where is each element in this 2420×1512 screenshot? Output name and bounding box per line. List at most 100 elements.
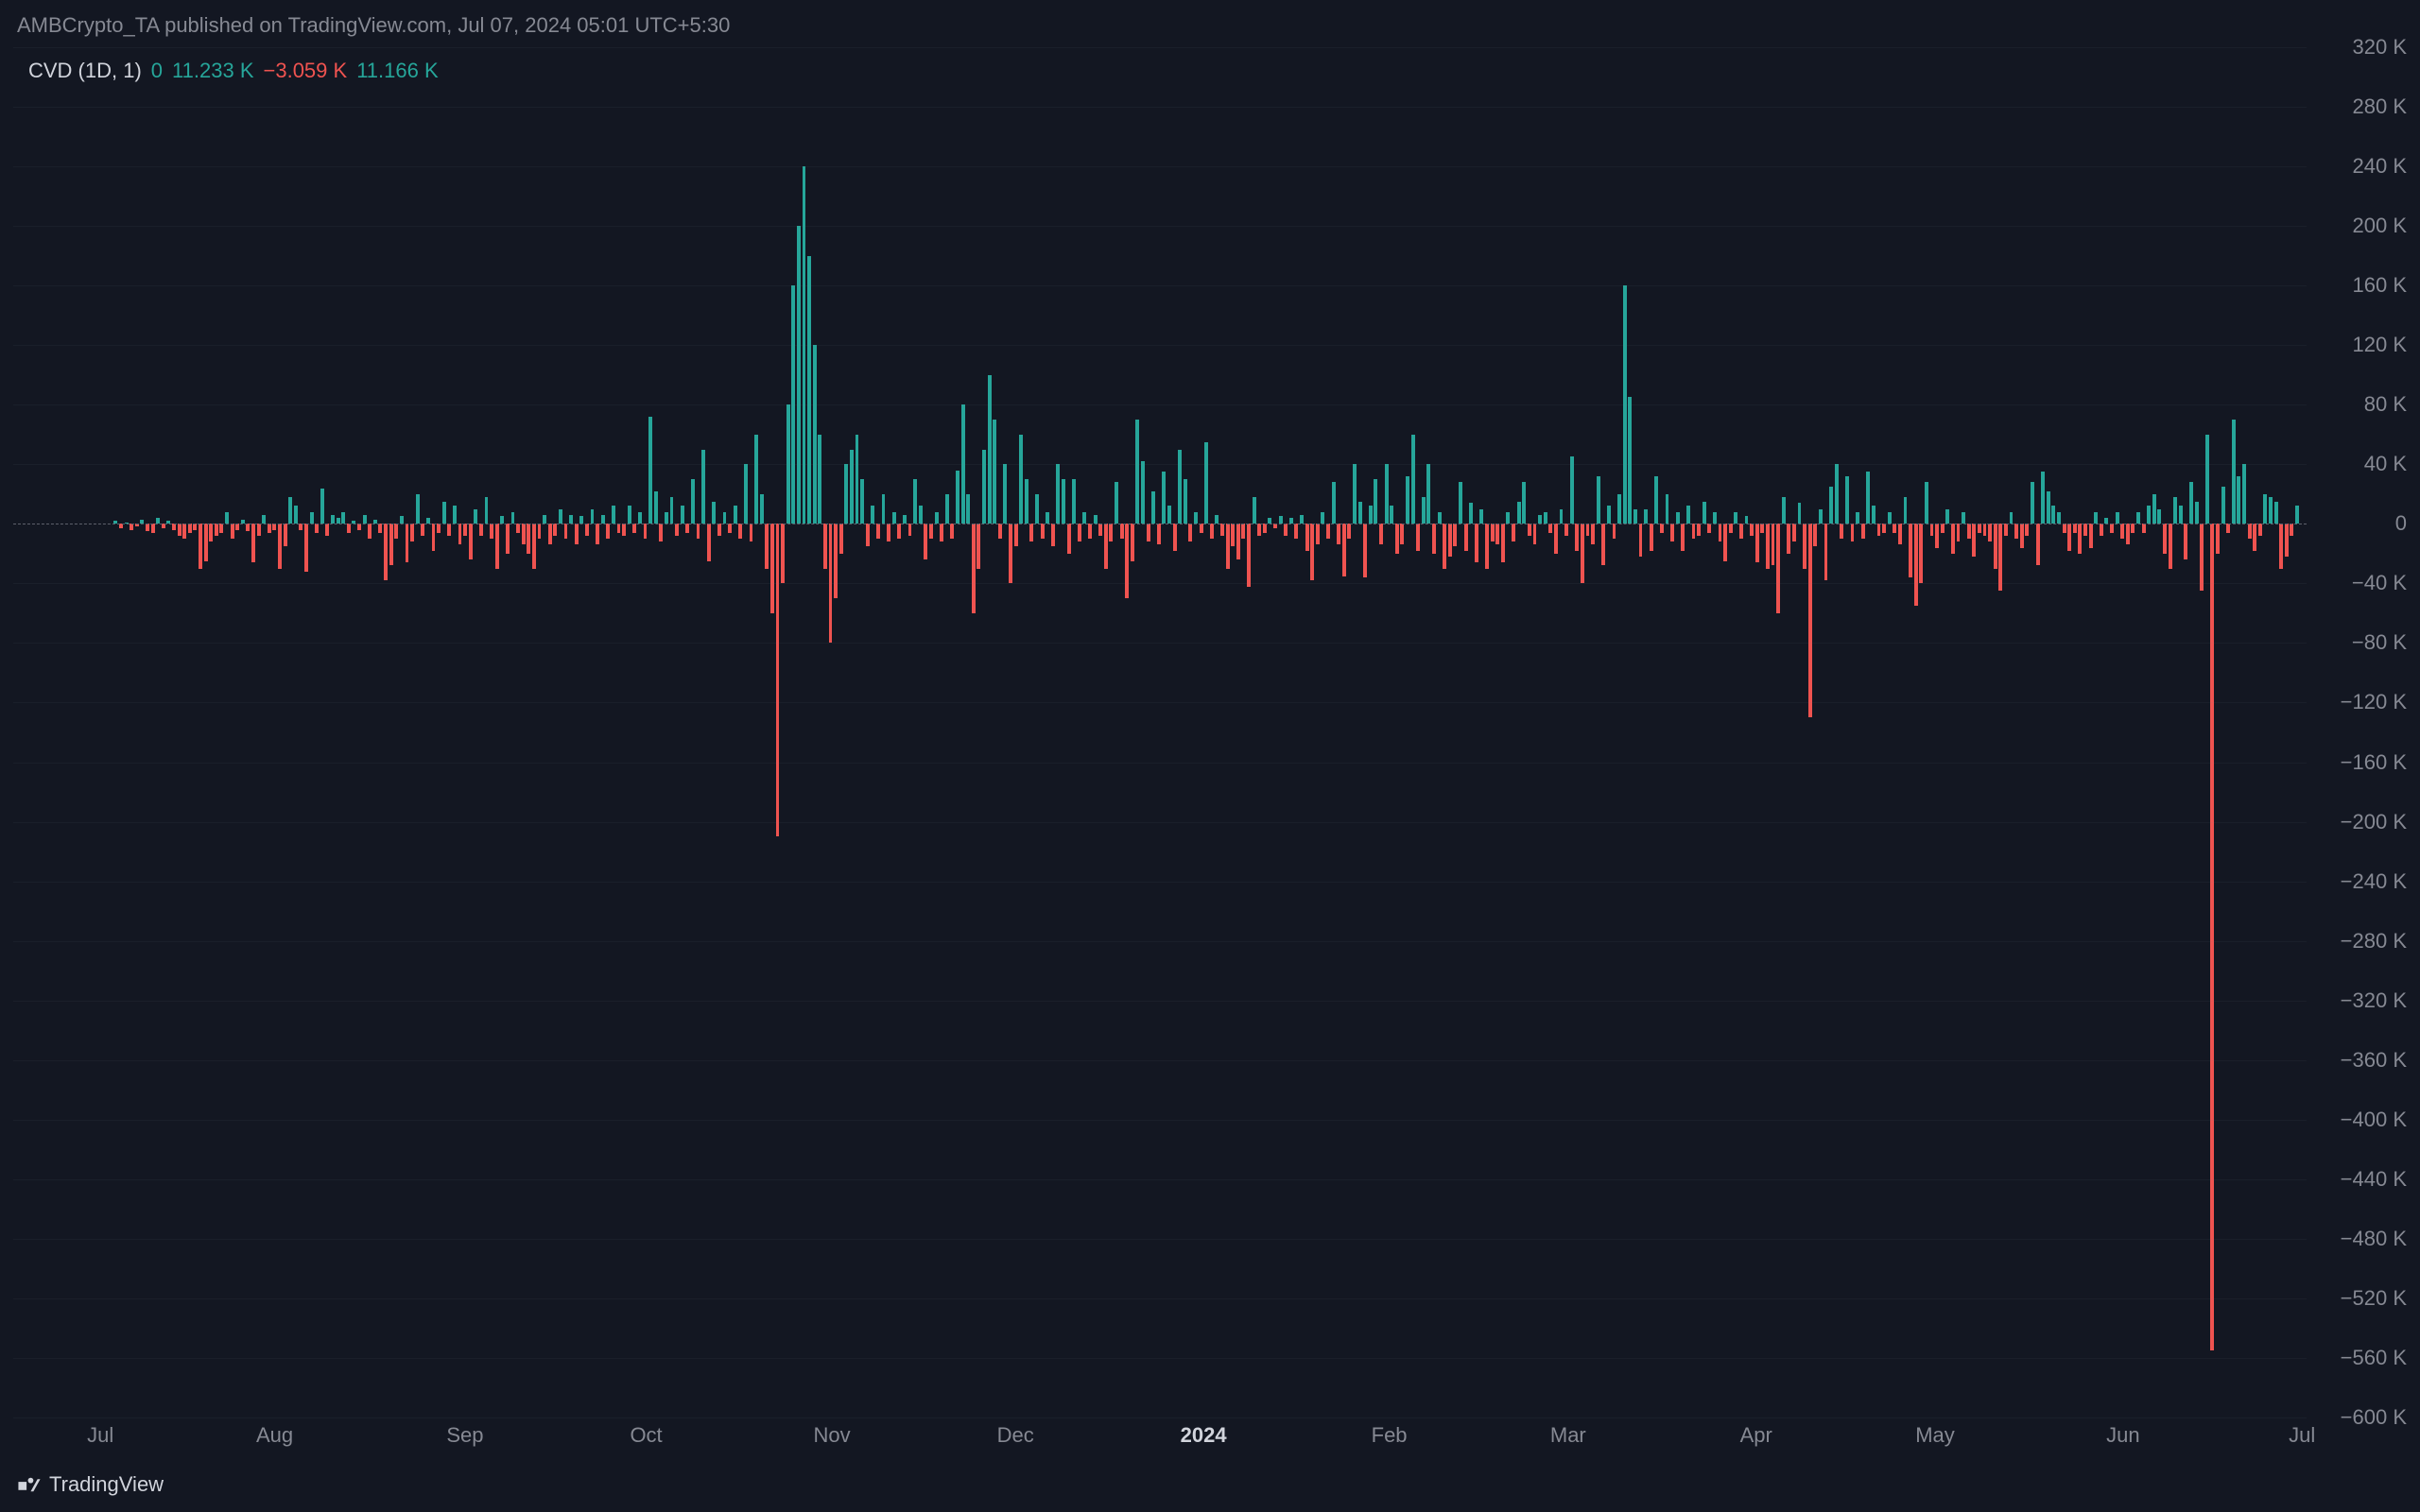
bar [1930, 524, 1934, 536]
bar [495, 524, 499, 568]
bar [1983, 524, 1987, 536]
bar [1305, 524, 1309, 550]
y-axis[interactable]: 320 K280 K240 K200 K160 K120 K80 K40 K0−… [2307, 47, 2420, 1418]
bar [522, 524, 526, 544]
bar [1866, 472, 1870, 524]
gridline [13, 226, 2307, 227]
bar [2120, 524, 2124, 539]
bar [474, 509, 477, 524]
bar [2136, 512, 2140, 524]
bar [231, 524, 234, 539]
bar [2157, 509, 2161, 524]
bar [1062, 479, 1065, 524]
gridline [13, 1060, 2307, 1061]
gridline [13, 1120, 2307, 1121]
bar [834, 524, 838, 598]
bar [2237, 476, 2240, 524]
bar [1443, 524, 1446, 568]
bar [1019, 435, 1023, 524]
bar [2078, 524, 2082, 554]
bar [400, 516, 404, 524]
bar [538, 524, 542, 539]
y-axis-label: −360 K [2341, 1048, 2407, 1073]
bar [1220, 524, 1224, 536]
y-axis-label: −160 K [2341, 750, 2407, 775]
bar [2004, 524, 2008, 536]
x-axis-label: Aug [256, 1423, 293, 1448]
gridline [13, 1298, 2307, 1299]
bar [1898, 524, 1902, 544]
bar [225, 512, 229, 524]
bar [262, 515, 266, 524]
x-axis[interactable]: JulAugSepOctNovDec2024FebMarAprMayJunJul [13, 1418, 2307, 1455]
bar [1798, 503, 1802, 524]
bar [839, 524, 843, 554]
bar [628, 506, 631, 524]
x-axis-label: Dec [997, 1423, 1034, 1448]
bar [1459, 482, 1462, 524]
bar [1904, 497, 1908, 524]
y-axis-label: −120 K [2341, 690, 2407, 714]
bar [1390, 506, 1393, 524]
bar [1994, 524, 1997, 568]
bar [1851, 524, 1855, 541]
bar [1581, 524, 1584, 583]
bar [1813, 524, 1817, 546]
bar [892, 512, 896, 524]
bar [2232, 420, 2236, 524]
bar [1046, 512, 1049, 524]
bar [1416, 524, 1420, 550]
bar [813, 345, 817, 524]
bar [1432, 524, 1436, 554]
bar [844, 464, 848, 524]
gridline [13, 643, 2307, 644]
gridline [13, 166, 2307, 167]
bar [1438, 512, 1442, 524]
bar [2242, 464, 2246, 524]
bar [1464, 524, 1468, 550]
bar [966, 494, 970, 524]
x-axis-label: Apr [1740, 1423, 1772, 1448]
bar [2216, 524, 2220, 554]
bar [559, 509, 562, 524]
bar [2253, 524, 2256, 550]
bar [2100, 524, 2103, 536]
y-axis-label: −440 K [2341, 1167, 2407, 1192]
bar [1925, 482, 1928, 524]
bar [209, 524, 213, 541]
bar [691, 479, 695, 524]
bar [1253, 497, 1256, 524]
bar [765, 524, 769, 568]
bar [935, 512, 939, 524]
bar [882, 494, 886, 524]
bar [347, 524, 351, 532]
gridline [13, 404, 2307, 405]
bar [1978, 524, 1981, 532]
bar [1120, 524, 1124, 539]
bar [2057, 512, 2061, 524]
bar [1284, 524, 1288, 536]
bar [410, 524, 414, 541]
bar [1184, 479, 1187, 524]
bar [2200, 524, 2204, 591]
attribution-text: AMBCrypto_TA published on TradingView.co… [17, 13, 730, 38]
bar [1056, 464, 1060, 524]
bar [432, 524, 436, 550]
bar [2073, 524, 2077, 532]
y-axis-label: −480 K [2341, 1227, 2407, 1251]
bar [246, 524, 250, 531]
bar [1861, 524, 1865, 539]
bar [1241, 524, 1245, 539]
chart-plot-area[interactable] [13, 47, 2307, 1418]
bar [1173, 524, 1177, 550]
x-axis-label: May [1915, 1423, 1955, 1448]
bar [1723, 524, 1727, 560]
bar [1029, 524, 1033, 541]
bar [596, 524, 599, 544]
bar [1935, 524, 1939, 547]
bar [738, 524, 742, 539]
bar [601, 515, 605, 524]
bar [1713, 512, 1717, 524]
bar [2063, 524, 2066, 532]
bar [1326, 524, 1330, 539]
